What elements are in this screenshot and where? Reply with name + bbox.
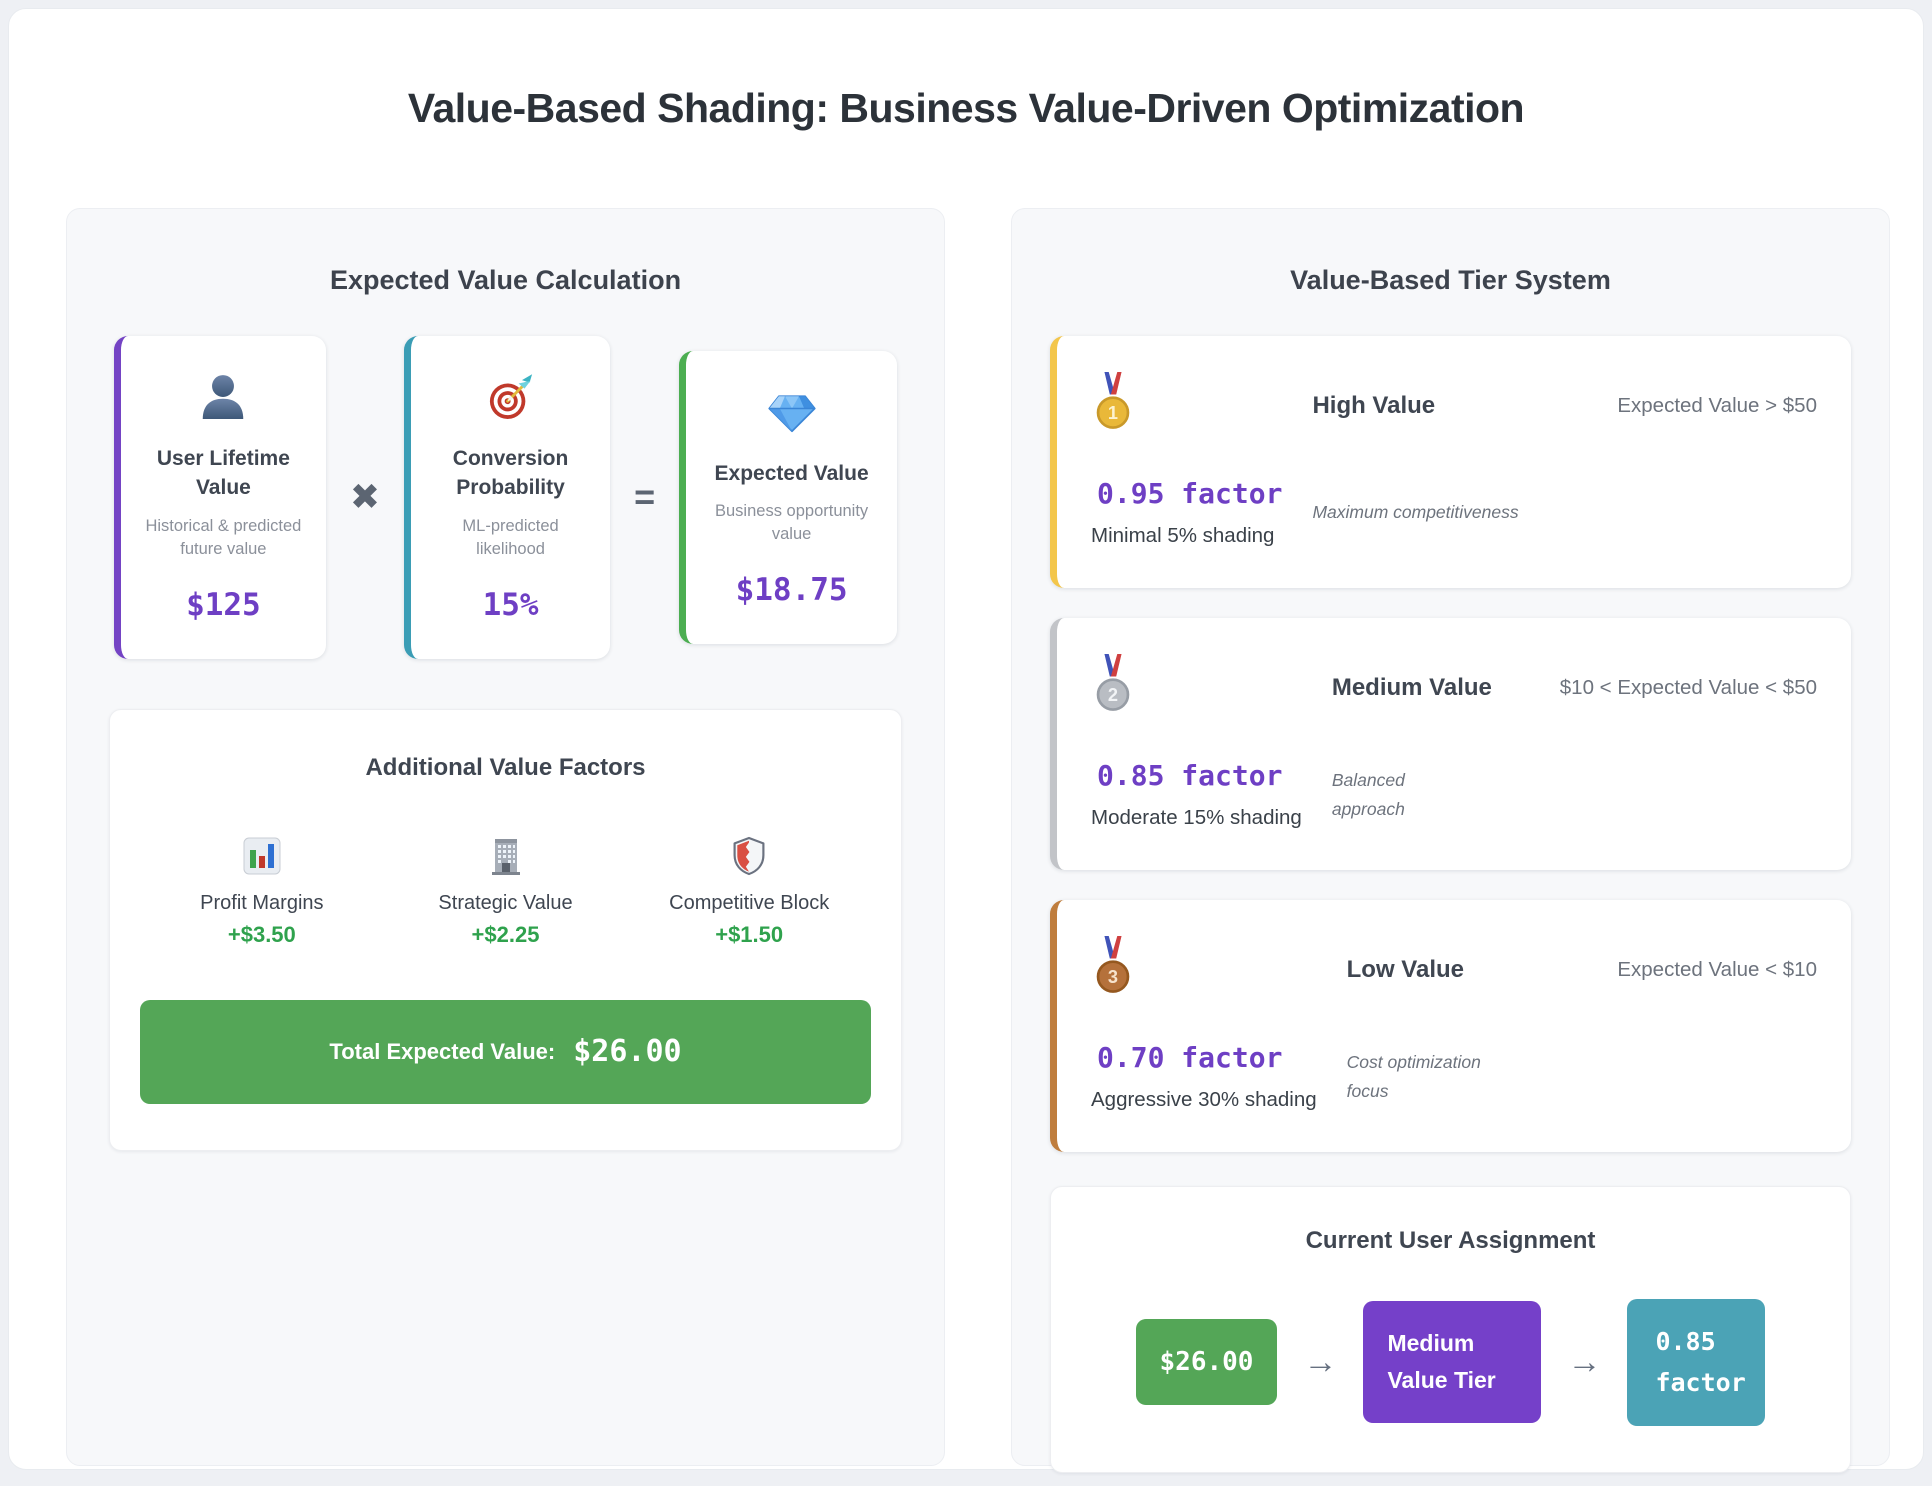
total-label: Total Expected Value: [329,1038,556,1064]
tier-description: Maximum competitiveness [1312,502,1519,523]
tier-shading: Minimal 5% shading [1091,524,1275,547]
tier-chip: Medium Value Tier [1363,1301,1542,1424]
page-title: Value-Based Shading: Business Value-Driv… [407,85,1525,131]
tier-card-low-value: 3 Low Value Expected Value < $10 0.70 fa… [1050,900,1851,1152]
card-value: $125 [186,586,261,623]
card-title: Expected Value [714,461,869,485]
gold-medal-icon: 1 [1091,372,1135,439]
tier-factor-block: 0.70 factor Aggressive 30% shading [1091,1041,1317,1112]
factor-name: Competitive Block [669,891,830,914]
additional-factors-heading: Additional Value Factors [365,753,646,781]
card-title: User Lifetime Value [156,447,290,500]
equals-operator: = [634,476,656,518]
conversion-probability-card: Conversion Probability ML-predicted like… [404,336,611,659]
tier-name: Medium Value [1331,673,1492,701]
current-user-assignment-card: Current User Assignment $26.00 → Medium … [1050,1186,1851,1473]
user-lifetime-value-card: User Lifetime Value Historical & predict… [113,336,326,659]
user-icon [135,368,312,426]
factor-chip: 0.85 factor [1627,1299,1766,1426]
tier-name: Low Value [1346,955,1465,983]
tier-range: Expected Value < $10 [1617,957,1817,981]
tier-factor: 0.70 factor [1097,1041,1283,1074]
assignment-flow: $26.00 → Medium Value Tier → 0.85 factor [1081,1299,1820,1426]
tier-range: $10 < Expected Value < $50 [1559,675,1817,699]
arrow-right-icon: → [1303,1342,1338,1381]
target-icon [425,368,596,426]
shield-icon [627,834,871,876]
factors-row: Profit Margins +$3.50 [140,834,871,948]
factor-value: +$1.50 [715,921,784,947]
bar-chart-icon [140,834,384,876]
expected-value-panel: Expected Value Calculation [66,208,945,1466]
factor-competitive-block: Competitive Block +$1.50 [627,834,871,948]
expected-value-card: Expected Value Business opportunity valu… [679,350,898,645]
svg-text:1: 1 [1108,403,1118,423]
tier-description: Cost optimization focus [1346,1051,1481,1101]
svg-text:2: 2 [1108,685,1118,705]
tier-name: High Value [1312,391,1436,419]
tier-card-medium-value: 2 Medium Value $10 < Expected Value < $5… [1050,618,1851,870]
tier-system-heading: Value-Based Tier System [1290,265,1611,295]
card-subtitle: ML-predicted likelihood [462,516,559,558]
tier-shading: Aggressive 30% shading [1091,1088,1317,1111]
expected-value-heading: Expected Value Calculation [329,265,682,295]
expected-value-chip: $26.00 [1135,1319,1278,1406]
assignment-heading: Current User Assignment [1305,1227,1596,1254]
factor-name: Profit Margins [200,891,324,914]
svg-text:3: 3 [1108,967,1118,987]
card-value: $18.75 [735,572,848,609]
card-subtitle: Historical & predicted future value [145,516,302,558]
diamond-icon [700,383,883,441]
tier-factor: 0.85 factor [1097,759,1283,792]
bronze-medal-icon: 3 [1091,936,1135,1003]
card-title: Conversion Probability [452,447,569,500]
factor-name: Strategic Value [438,891,573,914]
tier-shading: Moderate 15% shading [1091,806,1302,829]
tier-factor: 0.95 factor [1097,477,1283,510]
tier-description: Balanced approach [1331,769,1405,819]
additional-factors-card: Additional Value Factors Profit Margins [109,708,902,1151]
multiply-operator: ✖ [349,476,381,518]
panels-container: Expected Value Calculation [66,208,1893,1473]
card-subtitle: Business opportunity value [715,502,869,544]
tier-card-high-value: 1 High Value Expected Value > $50 0.95 f… [1050,336,1851,588]
factor-profit-margins: Profit Margins +$3.50 [140,834,384,948]
silver-medal-icon: 2 [1091,654,1135,721]
tier-factor-block: 0.85 factor Moderate 15% shading [1091,759,1302,830]
factor-strategic-value: Strategic Value +$2.25 [384,834,628,948]
arrow-right-icon: → [1567,1342,1602,1381]
tier-factor-block: 0.95 factor Minimal 5% shading [1091,477,1282,548]
card-value: 15% [482,586,539,623]
main-card: Value-Based Shading: Business Value-Driv… [8,8,1924,1473]
tier-system-panel: Value-Based Tier System 1 High Value Exp… [1011,208,1890,1473]
factor-value: +$2.25 [471,921,540,947]
building-icon [384,834,628,876]
total-expected-value-bar: Total Expected Value: $26.00 [140,999,871,1104]
total-value: $26.00 [573,1034,682,1070]
factor-value: +$3.50 [227,921,296,947]
tier-range: Expected Value > $50 [1617,393,1817,417]
calculation-flow: User Lifetime Value Historical & predict… [67,336,944,659]
